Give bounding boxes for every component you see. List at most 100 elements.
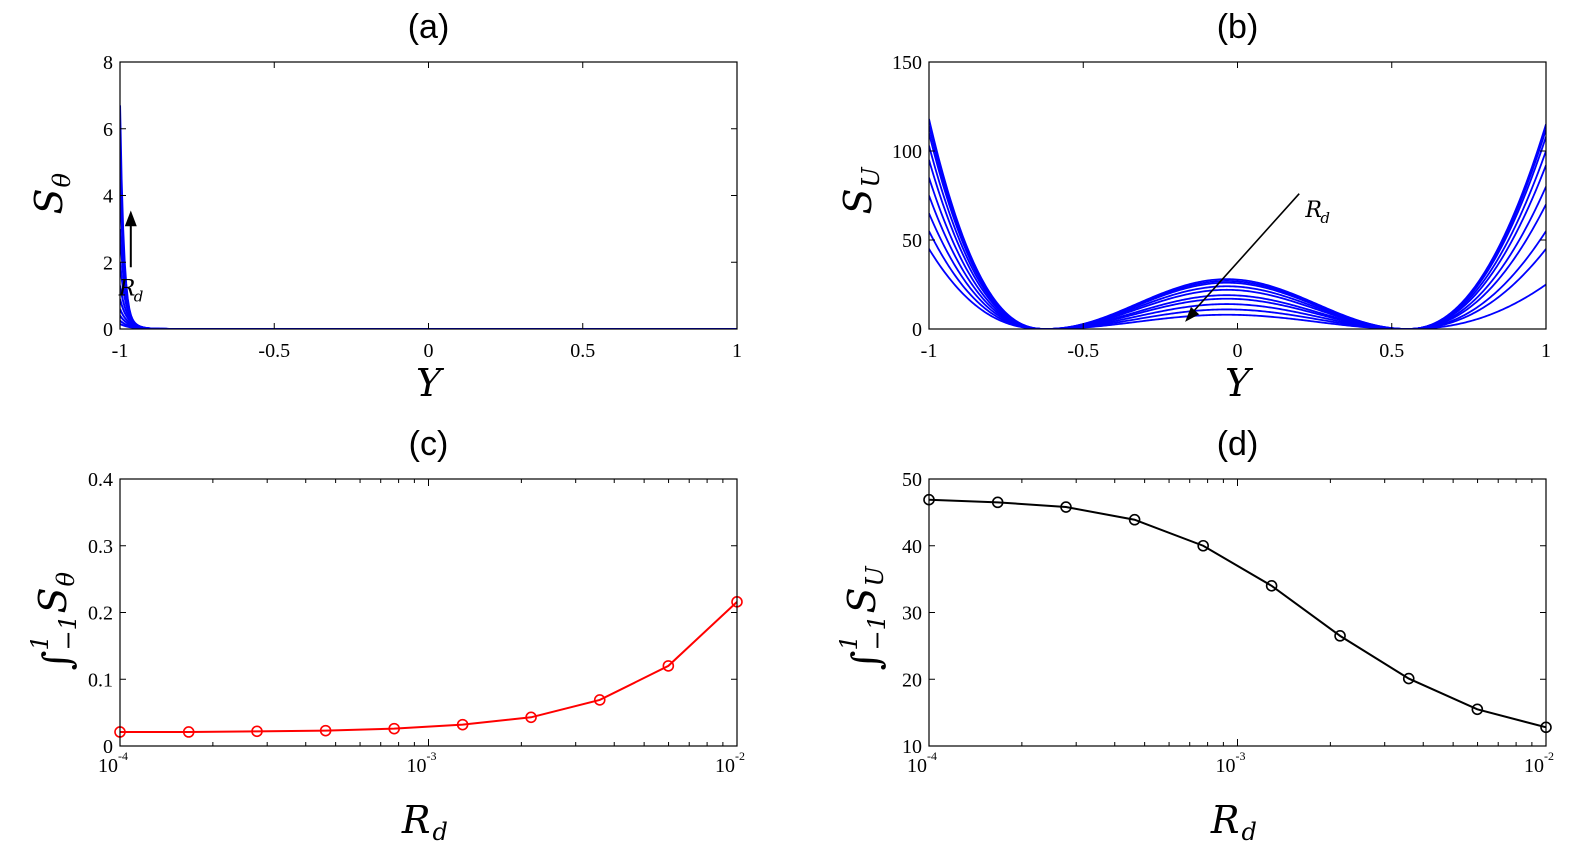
axes-frame <box>928 478 1547 747</box>
y-tick-label: 0.3 <box>88 536 113 558</box>
x-axis-label: Y <box>416 361 445 405</box>
annotation-arrowhead <box>1185 307 1200 322</box>
series-line-1 <box>929 118 1546 329</box>
y-tick-label: 0.4 <box>88 469 113 491</box>
panel-b: (b) 0 50 100 150 -1 -0.5 0 0.5 1 Y SU Rd <box>836 8 1551 405</box>
axes-frame <box>119 61 738 330</box>
y-tick-label: 0 <box>103 319 113 341</box>
panel-c: (c)00.10.20.30.410 -4 10 -3 10 -2R d∫1 −1Sθ <box>26 425 745 846</box>
annotation-label: R <box>118 277 136 302</box>
annotation-label-sub: d <box>134 288 144 306</box>
y-tick-label: 100 <box>892 141 922 163</box>
y-axis-label: SU <box>836 167 885 215</box>
panel-title-b: (b) <box>1217 8 1259 46</box>
data-marker-3 <box>251 725 263 738</box>
data-marker-5 <box>388 722 400 735</box>
x-axis-label-sub: d <box>433 818 448 846</box>
x-tick-label: -0.5 <box>1067 340 1099 362</box>
plot-area-a <box>120 105 737 329</box>
axes-frame <box>119 478 738 747</box>
y-label-integral: ∫ <box>35 651 79 671</box>
data-marker-6 <box>456 718 469 731</box>
x-tick-exponent: -4 <box>927 749 937 763</box>
x-tick-exponent: -3 <box>427 749 437 763</box>
x-tick-label: 10 <box>1524 755 1544 777</box>
data-marker-4 <box>1128 513 1141 526</box>
y-tick-label: 0 <box>912 319 922 341</box>
data-marker-6 <box>1265 579 1278 592</box>
y-label-integral: ∫ <box>844 651 888 671</box>
series-line-10 <box>120 105 737 329</box>
y-label-symbol: S <box>840 587 884 613</box>
y-tick-label: 10 <box>902 736 922 758</box>
y-tick-label: 0 <box>103 736 113 758</box>
plot-area-b <box>929 118 1546 329</box>
data-marker-7 <box>525 711 537 724</box>
series-line-8 <box>120 228 737 329</box>
y-tick-label: 30 <box>902 603 922 625</box>
x-tick-label: 1 <box>1541 340 1551 362</box>
y-tick-label: 4 <box>103 186 113 208</box>
x-tick-label: 1 <box>732 340 742 362</box>
series-line <box>929 498 1546 729</box>
y-tick-label: 0.2 <box>88 603 113 625</box>
data-marker-2 <box>182 726 195 738</box>
annotation-arrow-shaft <box>1192 193 1300 313</box>
y-label-symbol: S <box>27 188 71 214</box>
series-line-9 <box>120 178 737 329</box>
y-tick-label: 20 <box>902 669 922 691</box>
x-tick-label: 10 <box>407 755 427 777</box>
x-tick-label: -0.5 <box>258 340 290 362</box>
series-line <box>120 601 737 733</box>
y-axis-label: ∫1 −1SU <box>835 566 891 671</box>
annotation-arrowhead <box>124 210 137 227</box>
y-label-lower-limit: −1 <box>54 615 82 650</box>
y-label-subscript: θ <box>48 173 76 188</box>
x-axis-label: Y <box>1225 361 1254 405</box>
y-label-subscript: U <box>857 167 885 188</box>
y-tick-label: 50 <box>902 469 922 491</box>
x-axis-label: R <box>401 798 431 842</box>
data-marker-8 <box>593 694 606 706</box>
x-tick-label: 10 <box>715 755 735 777</box>
x-tick-label: 0.5 <box>570 340 595 362</box>
plot-area-d <box>929 498 1546 729</box>
annotation-label: R <box>1304 198 1322 223</box>
y-label-upper-limit: 1 <box>26 635 54 650</box>
series-line-4 <box>929 145 1546 329</box>
x-tick-label: 10 <box>98 755 118 777</box>
data-marker-3 <box>1060 501 1072 513</box>
y-tick-label: 150 <box>892 52 922 74</box>
panel-title-d: (d) <box>1217 425 1259 463</box>
y-tick-label: 8 <box>103 52 113 74</box>
y-axis-label: Sθ <box>27 173 76 215</box>
x-tick-label: 0 <box>424 340 434 362</box>
axes-frame <box>928 61 1547 330</box>
x-tick-exponent: -3 <box>1236 749 1246 763</box>
y-tick-label: 40 <box>902 536 922 558</box>
data-marker-8 <box>1402 672 1415 685</box>
x-tick-label: 10 <box>1216 755 1236 777</box>
y-tick-label: 2 <box>103 252 113 274</box>
y-label-lower-limit: −1 <box>863 615 891 650</box>
x-axis-label-sub: d <box>1242 818 1257 846</box>
x-tick-exponent: -4 <box>118 749 128 763</box>
series-line-7 <box>120 262 737 329</box>
data-marker-5 <box>1197 539 1209 552</box>
x-tick-label: 0 <box>1233 340 1243 362</box>
panel-title-a: (a) <box>408 8 450 46</box>
x-tick-exponent: -2 <box>1544 749 1554 763</box>
data-marker-7 <box>1334 630 1346 642</box>
y-tick-label: 0.1 <box>88 669 113 691</box>
y-axis-label: ∫1 −1Sθ <box>26 572 82 671</box>
data-marker-9 <box>662 660 675 672</box>
x-tick-exponent: -2 <box>735 749 745 763</box>
data-marker-9 <box>1471 703 1484 716</box>
plot-area-c <box>120 601 737 733</box>
panel-title-c: (c) <box>409 425 449 463</box>
y-tick-label: 50 <box>902 230 922 252</box>
panel-a: (a) 0 2 4 6 8 -1 -0.5 0 0.5 1 Y Sθ Rd <box>27 8 742 405</box>
series-line-6 <box>120 285 737 329</box>
